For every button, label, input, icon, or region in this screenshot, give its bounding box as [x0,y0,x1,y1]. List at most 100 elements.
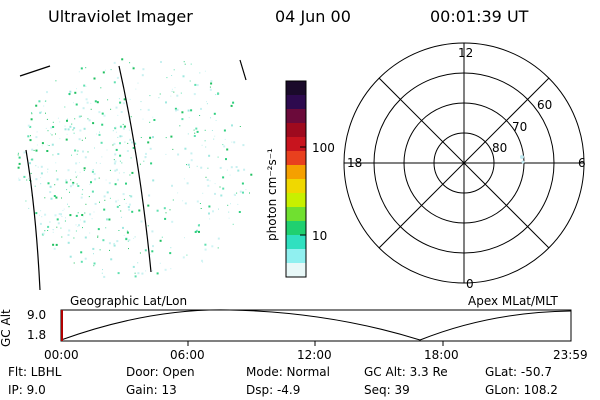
mlt-label-12: 12 [458,46,474,60]
speckle [35,165,37,167]
speckle [88,119,91,122]
speckle [27,124,30,127]
speckle [144,249,147,252]
speckle [66,189,68,191]
speckle [226,169,228,171]
speckle [228,217,230,219]
speckle [175,109,177,112]
speckle [200,166,203,169]
speckle [220,194,223,197]
speckle [69,94,71,96]
speckle [171,75,173,76]
speckle [238,211,241,213]
speckle [39,111,42,114]
speckle [69,214,72,217]
speckle [183,61,185,63]
aurora-speckles [17,58,253,278]
speckle [147,204,150,207]
speckle [138,209,141,212]
speckle [200,208,202,209]
speckle [39,214,40,216]
speckle [115,106,118,109]
speckle [46,118,48,120]
speckle [67,203,68,205]
speckle [67,241,70,244]
speckle [140,137,142,138]
speckle [92,122,95,125]
speckle [181,111,184,114]
colorbar-tick-10: 10 [312,229,328,243]
speckle [49,221,51,223]
speckle [46,91,48,94]
geographic-caption: Geographic Lat/Lon [70,294,188,308]
timeline-axis-label: GC Alt [0,309,13,347]
speckle [177,153,180,156]
speckle [18,162,21,165]
speckle [207,167,209,169]
speckle [202,261,204,263]
meridian-line [25,149,41,291]
speckle [152,136,154,139]
speckle [125,202,127,204]
speckle [30,172,32,174]
speckle [169,252,172,255]
speckle [174,107,177,110]
speckle [127,206,130,208]
speckle [115,131,117,133]
speckle [179,125,181,127]
speckle [109,169,111,171]
speckle [106,218,108,221]
speckle [116,240,119,243]
speckle [193,93,196,96]
speckle [159,239,162,242]
speckle [87,118,89,120]
speckle [94,100,97,103]
speckle [115,148,118,151]
speckle [33,149,35,151]
speckle [62,210,64,211]
speckle [82,189,84,191]
speckle [126,150,129,152]
speckle [69,191,70,193]
speckle [149,147,152,150]
speckle [223,129,226,132]
speckle [53,229,55,231]
glat-info: GLat: -50.7 [485,365,552,379]
speckle [215,94,217,96]
speckle [112,144,114,146]
speckle [211,245,214,248]
speckle [173,91,175,93]
speckle [94,147,95,149]
speckle [77,150,79,152]
speckle [18,179,21,181]
speckle [132,66,134,68]
speckle [134,142,137,145]
speckle [83,167,86,170]
speckle [237,203,239,205]
speckle [91,190,94,193]
speckle [84,257,87,260]
speckle [78,224,80,227]
speckle [76,88,77,90]
speckle [241,182,244,185]
speckle [103,195,106,198]
speckle [239,190,242,193]
speckle [126,231,129,234]
seq-info: Seq: 39 [364,383,410,397]
speckle [106,191,109,194]
color-bar-segment [286,123,306,138]
limb-line [19,65,51,77]
color-bar-segment [286,151,306,166]
speckle [66,119,68,122]
speckle [165,153,167,155]
speckle [36,144,38,146]
speckle [200,107,202,110]
speckle [65,181,68,184]
speckle [61,236,63,238]
speckle [73,102,74,104]
speckle [134,275,137,278]
speckle [74,149,77,152]
speckle [107,99,109,101]
speckle [118,172,120,174]
